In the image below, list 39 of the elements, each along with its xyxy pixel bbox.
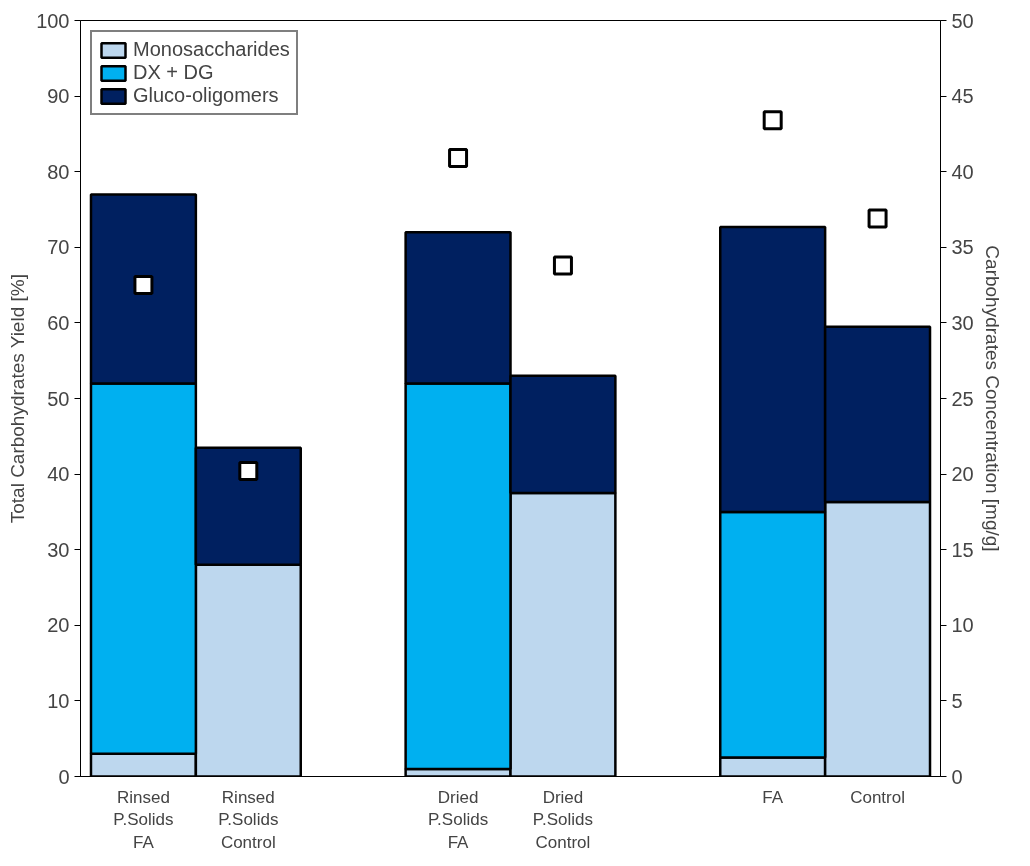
y-tick-label: 50 <box>47 387 70 410</box>
point <box>238 461 259 482</box>
x-tick-label: Rinsed P.Solids FA <box>113 787 174 853</box>
y2-tick-label: 40 <box>951 160 974 183</box>
y-tick-label: 20 <box>47 614 70 637</box>
x-tick-label: Dried P.Solids Control <box>532 787 594 853</box>
legend-label: Gluco-oligomers <box>133 84 279 107</box>
y2-tick-label: 0 <box>951 765 963 788</box>
y2-tick-label: 20 <box>951 463 974 486</box>
x-tick-label: Dried P.Solids FA <box>427 787 489 853</box>
point <box>552 255 573 276</box>
x-tick-label: Rinsed P.Solids Control <box>218 787 279 853</box>
y-tick-label: 90 <box>47 85 70 108</box>
y-tick-label: 70 <box>47 236 70 259</box>
y2-tick-label: 50 <box>951 9 974 32</box>
y2-tick-label: 35 <box>951 236 974 259</box>
point <box>762 110 783 131</box>
y-tick-label: 30 <box>47 538 70 561</box>
y2-tick-label: 25 <box>951 387 974 410</box>
x-tick-label: Control <box>850 787 905 807</box>
y-tick-label: 0 <box>58 765 70 788</box>
legend-label: Monosaccharides <box>133 38 290 61</box>
y-tick-label: 60 <box>47 311 70 334</box>
y-tick-label: 40 <box>47 463 70 486</box>
y2-tick-label: 5 <box>951 689 963 712</box>
y2-axis-title: Carbohydrates Concentration [mg/g] <box>981 245 1003 552</box>
y2-tick-label: 15 <box>951 538 974 561</box>
y-tick-label: 100 <box>36 9 70 32</box>
point <box>133 275 154 296</box>
y2-tick-label: 30 <box>951 311 974 334</box>
y-tick-label: 80 <box>47 160 70 183</box>
y-tick-label: 10 <box>47 689 70 712</box>
legend-label: DX + DG <box>133 61 214 84</box>
x-tick-label: FA <box>762 787 784 807</box>
y2-tick-label: 45 <box>951 85 974 108</box>
point <box>448 148 469 169</box>
point <box>867 208 888 229</box>
y-axis-title: Total Carbohydrates Yield [%] <box>7 274 29 524</box>
y2-tick-label: 10 <box>951 614 974 637</box>
